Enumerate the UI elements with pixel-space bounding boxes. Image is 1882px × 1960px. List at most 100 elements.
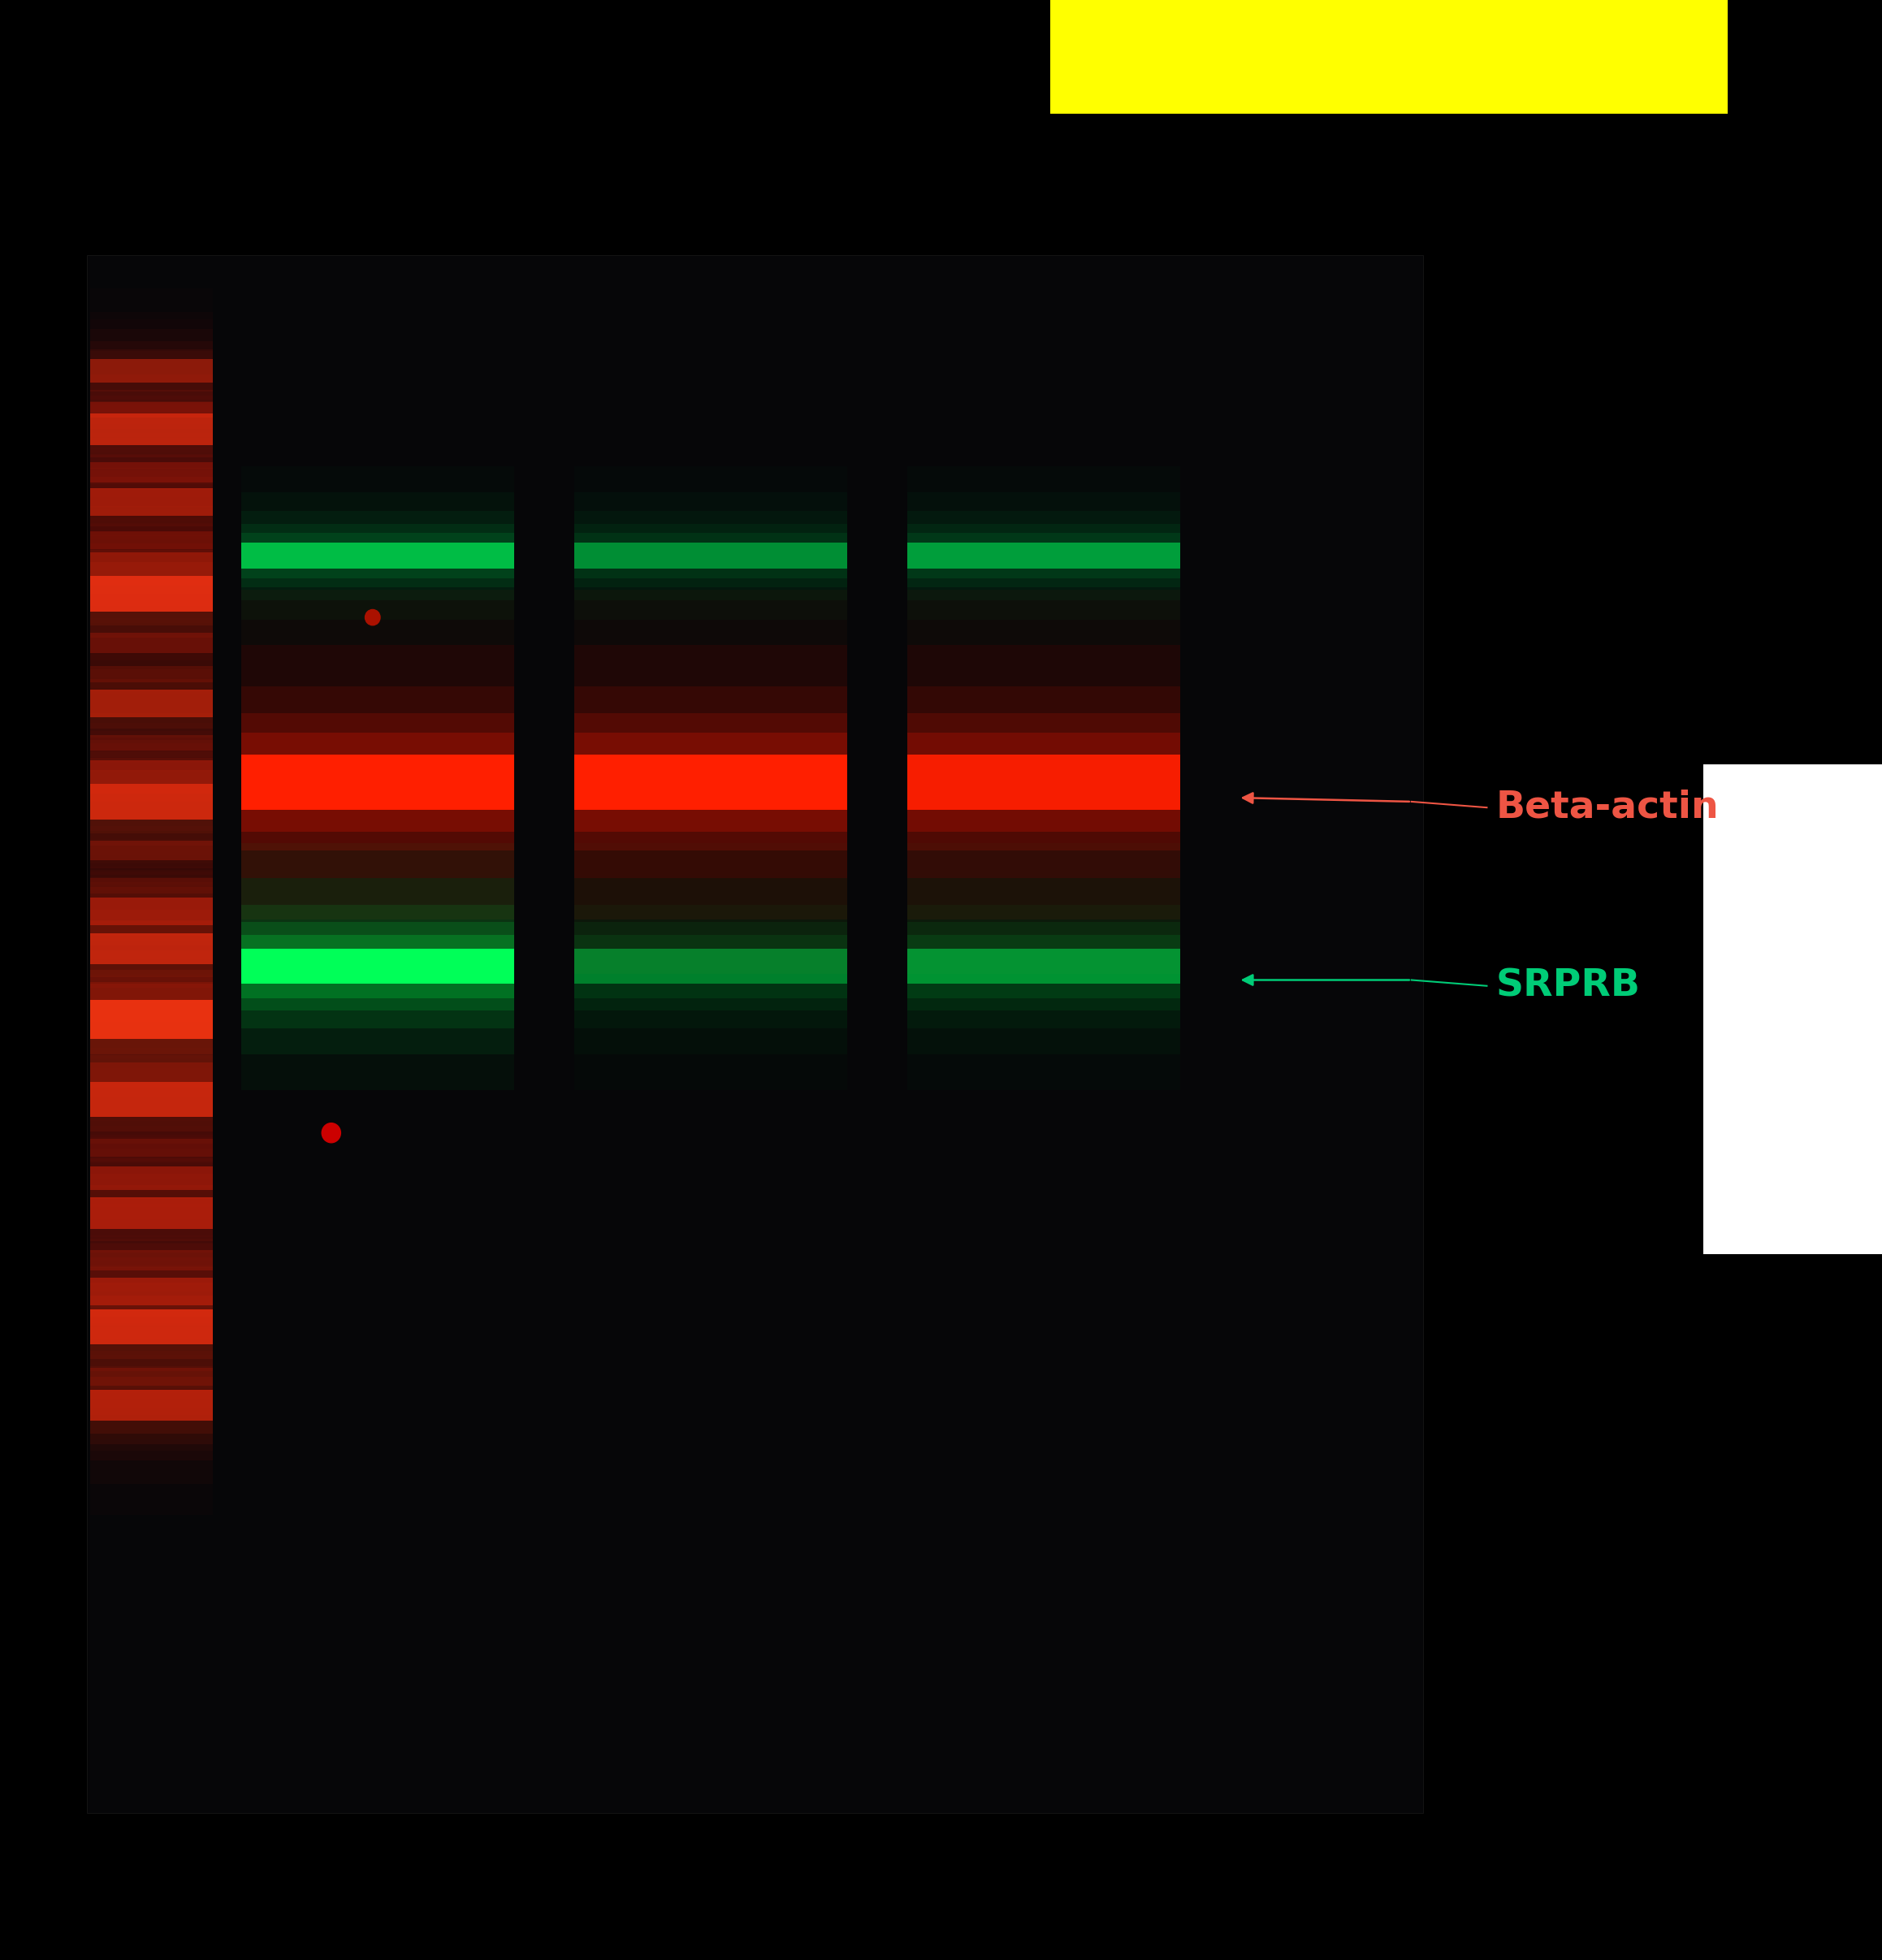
Bar	[90, 594, 213, 692]
Bar	[90, 870, 213, 1027]
Bar	[90, 1139, 213, 1156]
Bar	[90, 1245, 213, 1341]
Bar	[907, 686, 1180, 878]
Bar	[574, 492, 847, 619]
Bar	[90, 862, 213, 958]
Bar	[90, 463, 213, 482]
Bar	[90, 1203, 213, 1450]
Bar	[90, 951, 213, 1088]
Bar	[90, 531, 213, 549]
Bar	[90, 1125, 213, 1170]
Bar	[90, 1158, 213, 1268]
Bar	[90, 735, 213, 751]
Bar	[90, 543, 213, 586]
Bar	[241, 733, 514, 831]
Bar	[574, 590, 847, 974]
Bar	[90, 1119, 213, 1237]
Bar	[87, 255, 1423, 1813]
Bar	[90, 1390, 213, 1421]
Bar	[574, 543, 847, 568]
Bar	[90, 1011, 213, 1188]
Bar	[90, 1174, 213, 1252]
Bar	[90, 619, 213, 729]
Bar	[90, 1096, 213, 1260]
Bar	[90, 1149, 213, 1207]
Bar	[90, 1117, 213, 1178]
Bar	[90, 523, 213, 606]
Bar	[241, 645, 514, 919]
Bar	[90, 802, 213, 900]
Bar	[90, 713, 213, 890]
Bar	[90, 739, 213, 862]
Bar	[90, 563, 213, 625]
Bar	[90, 455, 213, 490]
Bar	[90, 655, 213, 694]
Bar	[90, 1103, 213, 1323]
Bar	[90, 288, 213, 453]
Bar	[907, 923, 1180, 1011]
Bar	[90, 886, 213, 937]
Bar	[574, 533, 847, 578]
Bar	[90, 1223, 213, 1360]
Bar	[907, 492, 1180, 619]
Bar	[90, 894, 213, 1004]
Bar	[90, 647, 213, 702]
Bar	[90, 476, 213, 527]
Bar	[90, 390, 213, 429]
Bar	[907, 523, 1180, 588]
Bar	[90, 549, 213, 639]
Bar	[90, 929, 213, 1053]
Bar	[90, 402, 213, 457]
Bar	[90, 374, 213, 484]
Bar	[241, 949, 514, 984]
Bar	[90, 715, 213, 770]
Bar	[90, 633, 213, 653]
Bar	[90, 982, 213, 1000]
Bar	[90, 690, 213, 717]
Bar	[90, 1258, 213, 1325]
Bar	[90, 1243, 213, 1278]
Bar	[574, 949, 847, 984]
Bar	[90, 453, 213, 549]
Bar	[90, 523, 213, 557]
Bar	[90, 576, 213, 612]
Bar	[90, 872, 213, 900]
Bar	[90, 1196, 213, 1388]
Bar	[90, 688, 213, 798]
Bar	[90, 1333, 213, 1421]
Bar	[574, 755, 847, 809]
Bar	[907, 645, 1180, 919]
Bar	[90, 1192, 213, 1329]
Bar	[90, 506, 213, 623]
Bar	[90, 909, 213, 988]
Bar	[90, 510, 213, 570]
Bar	[90, 535, 213, 594]
Bar	[574, 512, 847, 600]
Bar	[90, 751, 213, 794]
Bar	[907, 906, 1180, 1027]
Bar	[574, 923, 847, 1011]
Text: SRPRB: SRPRB	[1496, 968, 1641, 1004]
Bar	[574, 843, 847, 1090]
Bar	[574, 523, 847, 588]
Bar	[90, 1278, 213, 1305]
Bar	[90, 743, 213, 802]
Bar	[90, 815, 213, 884]
Bar	[90, 608, 213, 678]
Bar	[90, 341, 213, 400]
Bar	[241, 523, 514, 588]
Bar	[90, 1266, 213, 1388]
Bar	[241, 492, 514, 619]
Bar	[241, 466, 514, 645]
Bar	[90, 847, 213, 925]
Bar	[907, 843, 1180, 1090]
Bar	[90, 713, 213, 831]
Bar	[90, 488, 213, 515]
Bar	[907, 949, 1180, 984]
Bar	[90, 833, 213, 868]
Bar	[241, 878, 514, 1054]
Bar	[241, 590, 514, 974]
Bar	[90, 1054, 213, 1145]
Bar	[90, 1250, 213, 1270]
Bar	[241, 533, 514, 578]
